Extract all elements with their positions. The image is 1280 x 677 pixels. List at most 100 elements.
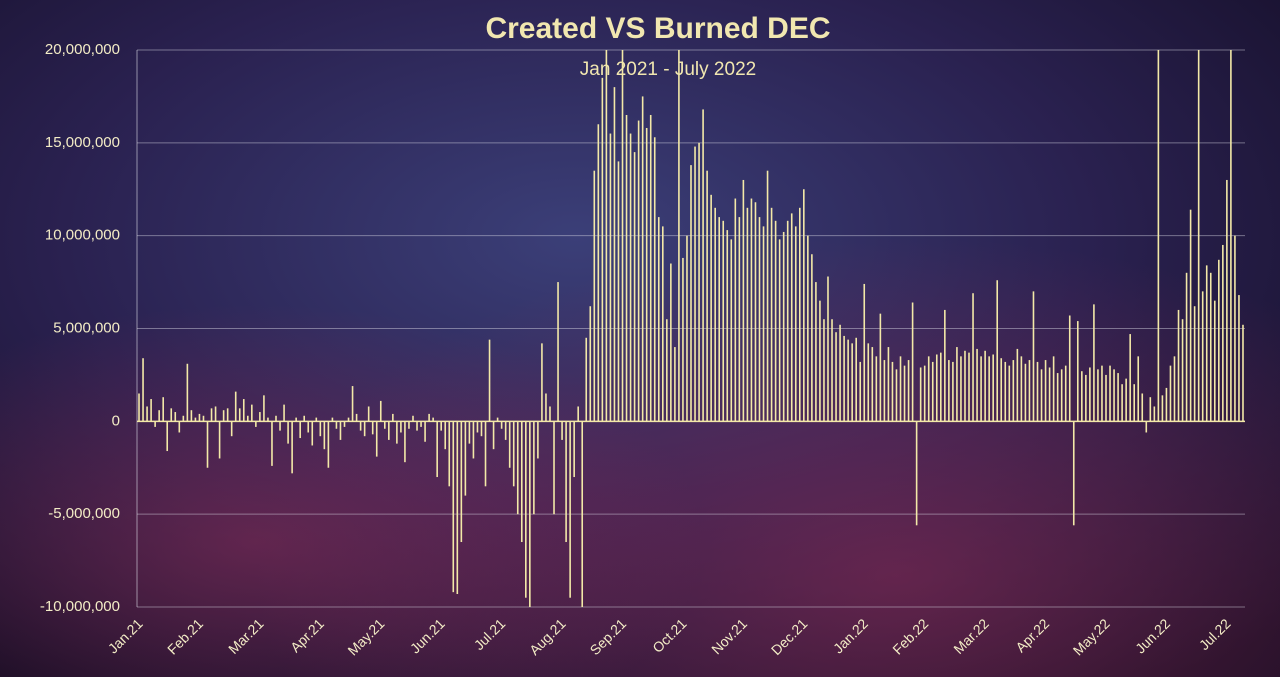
- bar: [859, 361, 862, 422]
- bar: [146, 406, 148, 422]
- bar: [271, 421, 273, 466]
- bar: [484, 421, 487, 487]
- bar: [1113, 369, 1115, 422]
- bar: [1004, 361, 1007, 422]
- bar: [996, 280, 999, 422]
- bar: [440, 421, 442, 431]
- bar: [726, 230, 729, 422]
- bar: [396, 421, 398, 444]
- bar: [412, 415, 414, 422]
- bar: [1209, 272, 1212, 422]
- bar: [533, 421, 535, 515]
- bar: [247, 415, 249, 422]
- bar: [1234, 235, 1236, 422]
- bar: [1133, 384, 1135, 422]
- bar: [359, 421, 362, 431]
- bar: [404, 421, 406, 463]
- bar: [1145, 421, 1148, 433]
- bar: [666, 319, 668, 422]
- bar: [1056, 373, 1059, 422]
- bar: [758, 217, 761, 422]
- bar: [674, 347, 676, 422]
- bar: [597, 124, 600, 422]
- bar: [738, 217, 741, 422]
- bar: [210, 408, 213, 422]
- bar: [1097, 369, 1099, 422]
- bar: [811, 254, 813, 422]
- bar: [927, 356, 930, 422]
- bar: [561, 421, 563, 440]
- bar: [279, 421, 281, 431]
- bar: [323, 421, 326, 450]
- bar: [710, 194, 712, 422]
- bar: [1141, 393, 1144, 422]
- bar: [1157, 50, 1160, 422]
- bar: [819, 300, 821, 422]
- y-tick-label: 20,000,000: [45, 41, 120, 58]
- bar: [919, 367, 922, 422]
- bar: [952, 361, 954, 422]
- bar: [251, 404, 253, 422]
- bar: [698, 142, 700, 422]
- bar: [1068, 315, 1071, 422]
- bar: [903, 365, 906, 422]
- bar: [609, 133, 612, 422]
- bar: [730, 239, 733, 422]
- bar: [1040, 369, 1043, 422]
- bar: [774, 220, 777, 422]
- bar: [194, 417, 197, 422]
- bar: [291, 421, 293, 474]
- bar: [734, 198, 737, 422]
- bar: [214, 406, 217, 422]
- bar: [379, 400, 382, 422]
- bar: [694, 146, 696, 422]
- bar: [980, 356, 982, 422]
- bar: [585, 337, 588, 422]
- bar: [1137, 356, 1140, 422]
- bar: [190, 410, 193, 422]
- bar: [895, 369, 898, 422]
- bar: [496, 417, 499, 422]
- bar: [831, 319, 833, 422]
- bar: [907, 360, 910, 422]
- bar: [553, 421, 555, 515]
- bar: [1048, 367, 1051, 422]
- bar: [569, 421, 571, 598]
- bar: [573, 421, 575, 478]
- bar: [565, 421, 567, 543]
- bar: [307, 421, 310, 433]
- bar: [158, 410, 160, 422]
- bar: [1165, 387, 1168, 422]
- y-tick-label: 10,000,000: [45, 227, 120, 244]
- bar: [283, 404, 285, 422]
- bar: [388, 421, 390, 440]
- bar: [641, 96, 644, 422]
- y-tick-label: 0: [112, 412, 120, 429]
- bar: [299, 421, 301, 439]
- bar: [1230, 50, 1232, 422]
- bar: [883, 360, 886, 422]
- bar: [456, 421, 459, 595]
- bar: [508, 421, 511, 468]
- bar: [170, 408, 173, 422]
- bar: [242, 399, 245, 422]
- bar: [593, 170, 596, 422]
- bar: [871, 347, 874, 422]
- bar: [468, 421, 471, 444]
- bar: [182, 415, 185, 422]
- bar: [948, 360, 950, 422]
- bar: [1076, 321, 1079, 422]
- bar: [915, 421, 918, 526]
- bar: [1226, 179, 1228, 422]
- bar: [581, 421, 584, 607]
- bar: [1109, 365, 1111, 422]
- bar: [633, 152, 636, 422]
- bar: [460, 421, 463, 543]
- bar: [1205, 265, 1208, 422]
- bar: [790, 213, 793, 422]
- bar: [383, 421, 386, 429]
- bar: [339, 421, 342, 440]
- bar: [174, 412, 177, 422]
- bar: [851, 343, 853, 422]
- bar: [702, 109, 704, 422]
